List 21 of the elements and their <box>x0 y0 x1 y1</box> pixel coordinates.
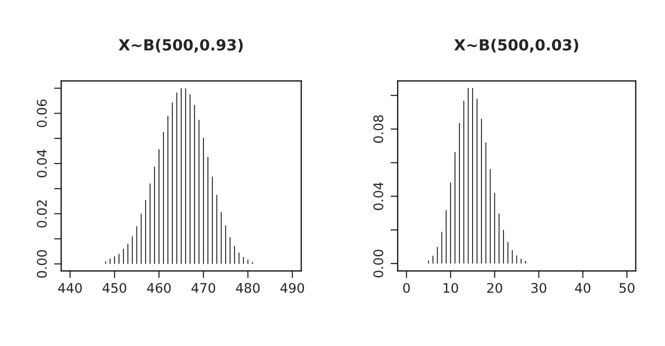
x-tick-label: 440 <box>58 282 82 293</box>
y-tick-label: 0.04 <box>36 150 47 178</box>
y-tick-label: 0.08 <box>373 115 384 143</box>
chart-title: X~B(500,0.03) <box>454 38 578 53</box>
x-tick-label: 40 <box>575 282 590 293</box>
x-tick-label: 470 <box>191 282 216 293</box>
y-tick-label: 0.00 <box>373 250 384 278</box>
y-tick-label: 0.06 <box>36 99 47 128</box>
x-tick-label: 450 <box>102 282 126 293</box>
y-tick-label: 0.02 <box>36 200 47 228</box>
x-tick-label: 480 <box>236 282 260 293</box>
x-tick-label: 490 <box>280 282 304 293</box>
x-tick-label: 0 <box>403 282 410 293</box>
y-tick-label: 0.00 <box>36 250 47 278</box>
x-tick-label: 30 <box>531 282 546 293</box>
chart-title: X~B(500,0.93) <box>118 38 243 53</box>
x-tick-label: 50 <box>620 282 634 293</box>
y-tick-label: 0.04 <box>373 182 384 210</box>
x-tick-label: 460 <box>147 282 171 293</box>
x-tick-label: 20 <box>487 282 502 293</box>
x-tick-label: 10 <box>444 282 458 293</box>
